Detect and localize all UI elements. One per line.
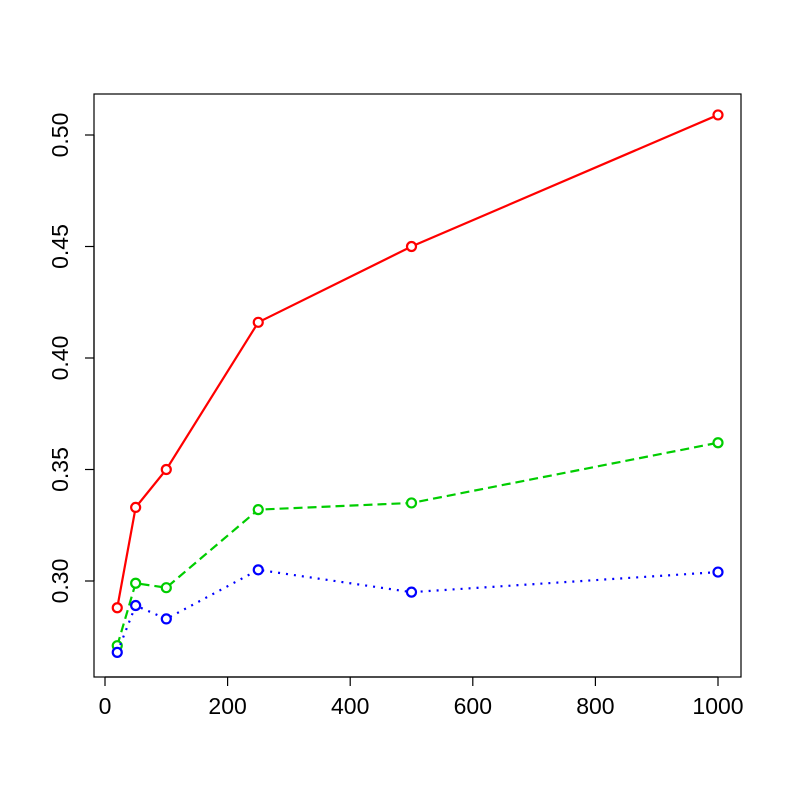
series-3 [111, 564, 724, 658]
y-tick-label: 0.50 [47, 113, 73, 158]
series-line [116, 441, 719, 646]
y-tick-label: 0.40 [47, 336, 73, 381]
data-point [130, 599, 142, 612]
data-point [712, 437, 724, 449]
series-1 [111, 109, 724, 614]
series-2 [111, 437, 724, 652]
x-axis: 0 200 400 600 800 1000 [99, 676, 744, 719]
data-point [111, 602, 123, 614]
data-point [252, 504, 264, 516]
x-tick-label: 200 [208, 693, 246, 719]
series-line [116, 113, 719, 608]
x-tick-label: 400 [331, 693, 369, 719]
y-tick-label: 0.35 [47, 447, 73, 492]
data-point [130, 501, 142, 514]
data-point [252, 316, 264, 328]
data-point [160, 613, 172, 625]
x-tick-label: 800 [576, 693, 614, 719]
x-tick-label: 1000 [692, 693, 743, 719]
y-tick-label: 0.45 [47, 224, 73, 269]
data-point [712, 566, 724, 578]
data-point [405, 497, 418, 509]
data-point [160, 582, 172, 594]
data-point [252, 564, 264, 576]
data-point [111, 646, 123, 658]
y-axis: 0.30 0.35 0.40 0.45 0.50 [47, 113, 95, 604]
data-point [405, 586, 418, 598]
data-point [160, 463, 172, 476]
data-point [712, 109, 724, 121]
data-point [405, 240, 418, 253]
y-tick-label: 0.30 [47, 559, 73, 604]
data-point [130, 577, 142, 589]
plot-frame [93, 93, 742, 678]
series-line [116, 568, 719, 653]
x-tick-label: 600 [454, 693, 492, 719]
series-layer [111, 109, 724, 658]
x-tick-label: 0 [99, 693, 112, 719]
